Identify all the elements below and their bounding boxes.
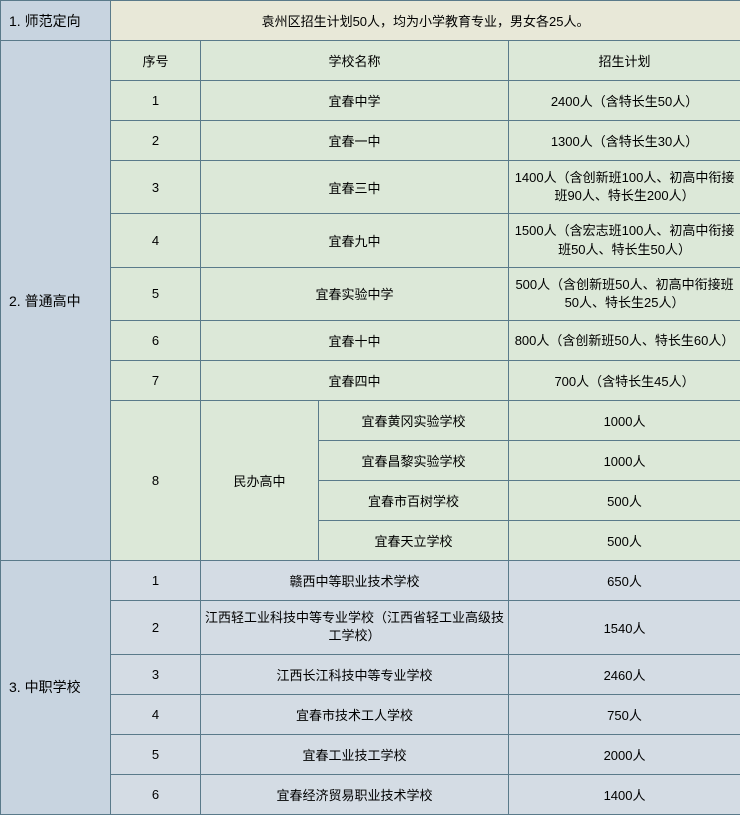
cell-school: 宜春工业技工学校: [201, 734, 509, 774]
table-row: 3. 中职学校 1 赣西中等职业技术学校 650人: [1, 561, 740, 601]
private-label: 民办高中: [201, 401, 319, 561]
table-row: 4 宜春九中 1500人（含宏志班100人、初高中衔接班50人、特长生50人）: [1, 214, 740, 267]
cell-school: 宜春中学: [201, 81, 509, 121]
table-row: 1 宜春中学 2400人（含特长生50人）: [1, 81, 740, 121]
table-row: 7 宜春四中 700人（含特长生45人）: [1, 361, 740, 401]
cell-plan: 2000人: [509, 734, 740, 774]
cell-num: 6: [111, 774, 201, 814]
cell-num: 7: [111, 361, 201, 401]
table-row: 8 民办高中 宜春黄冈实验学校 1000人: [1, 401, 740, 441]
cell-plan: 650人: [509, 561, 740, 601]
cell-school: 宜春市百树学校: [319, 481, 509, 521]
cell-num: 1: [111, 561, 201, 601]
table-row: 2. 普通高中 序号 学校名称 招生计划: [1, 41, 740, 81]
cell-school: 宜春黄冈实验学校: [319, 401, 509, 441]
table-row: 5 宜春实验中学 500人（含创新班50人、初高中衔接班50人、特长生25人）: [1, 267, 740, 320]
cell-plan: 1500人（含宏志班100人、初高中衔接班50人、特长生50人）: [509, 214, 740, 267]
cell-school: 宜春实验中学: [201, 267, 509, 320]
cell-plan: 500人: [509, 521, 740, 561]
cell-plan: 2460人: [509, 654, 740, 694]
cell-num: 8: [111, 401, 201, 561]
col-school: 学校名称: [201, 41, 509, 81]
enrollment-table: 1. 师范定向 袁州区招生计划50人，均为小学教育专业，男女各25人。 2. 普…: [0, 0, 740, 815]
cell-num: 5: [111, 734, 201, 774]
cell-school: 赣西中等职业技术学校: [201, 561, 509, 601]
table-row: 2 宜春一中 1300人（含特长生30人）: [1, 121, 740, 161]
cell-school: 宜春昌黎实验学校: [319, 441, 509, 481]
cell-num: 3: [111, 161, 201, 214]
table-row: 5 宜春工业技工学校 2000人: [1, 734, 740, 774]
cell-plan: 750人: [509, 694, 740, 734]
cell-num: 3: [111, 654, 201, 694]
cell-school: 江西长江科技中等专业学校: [201, 654, 509, 694]
cell-school: 江西轻工业科技中等专业学校（江西省轻工业高级技工学校）: [201, 601, 509, 654]
cell-school: 宜春经济贸易职业技术学校: [201, 774, 509, 814]
cell-plan: 500人（含创新班50人、初高中衔接班50人、特长生25人）: [509, 267, 740, 320]
cell-plan: 1400人: [509, 774, 740, 814]
table-row: 3 宜春三中 1400人（含创新班100人、初高中衔接班90人、特长生200人）: [1, 161, 740, 214]
col-num: 序号: [111, 41, 201, 81]
cell-num: 2: [111, 601, 201, 654]
cell-plan: 1000人: [509, 401, 740, 441]
table-row: 1. 师范定向 袁州区招生计划50人，均为小学教育专业，男女各25人。: [1, 1, 740, 41]
cell-plan: 1000人: [509, 441, 740, 481]
cell-num: 5: [111, 267, 201, 320]
table-row: 2 江西轻工业科技中等专业学校（江西省轻工业高级技工学校） 1540人: [1, 601, 740, 654]
cell-plan: 1540人: [509, 601, 740, 654]
cell-school: 宜春三中: [201, 161, 509, 214]
col-plan: 招生计划: [509, 41, 740, 81]
cell-plan: 700人（含特长生45人）: [509, 361, 740, 401]
cell-num: 2: [111, 121, 201, 161]
cell-num: 4: [111, 214, 201, 267]
cell-school: 宜春四中: [201, 361, 509, 401]
section3-title: 3. 中职学校: [1, 561, 111, 814]
table-row: 6 宜春经济贸易职业技术学校 1400人: [1, 774, 740, 814]
cell-num: 4: [111, 694, 201, 734]
cell-school: 宜春市技术工人学校: [201, 694, 509, 734]
section1-title: 1. 师范定向: [1, 1, 111, 41]
cell-plan: 2400人（含特长生50人）: [509, 81, 740, 121]
table-row: 6 宜春十中 800人（含创新班50人、特长生60人）: [1, 321, 740, 361]
cell-school: 宜春一中: [201, 121, 509, 161]
cell-plan: 1300人（含特长生30人）: [509, 121, 740, 161]
cell-school: 宜春九中: [201, 214, 509, 267]
cell-school: 宜春天立学校: [319, 521, 509, 561]
cell-plan: 800人（含创新班50人、特长生60人）: [509, 321, 740, 361]
cell-plan: 500人: [509, 481, 740, 521]
section1-desc: 袁州区招生计划50人，均为小学教育专业，男女各25人。: [111, 1, 740, 41]
table-row: 4 宜春市技术工人学校 750人: [1, 694, 740, 734]
cell-plan: 1400人（含创新班100人、初高中衔接班90人、特长生200人）: [509, 161, 740, 214]
cell-school: 宜春十中: [201, 321, 509, 361]
table-row: 3 江西长江科技中等专业学校 2460人: [1, 654, 740, 694]
cell-num: 6: [111, 321, 201, 361]
section2-title: 2. 普通高中: [1, 41, 111, 561]
cell-num: 1: [111, 81, 201, 121]
